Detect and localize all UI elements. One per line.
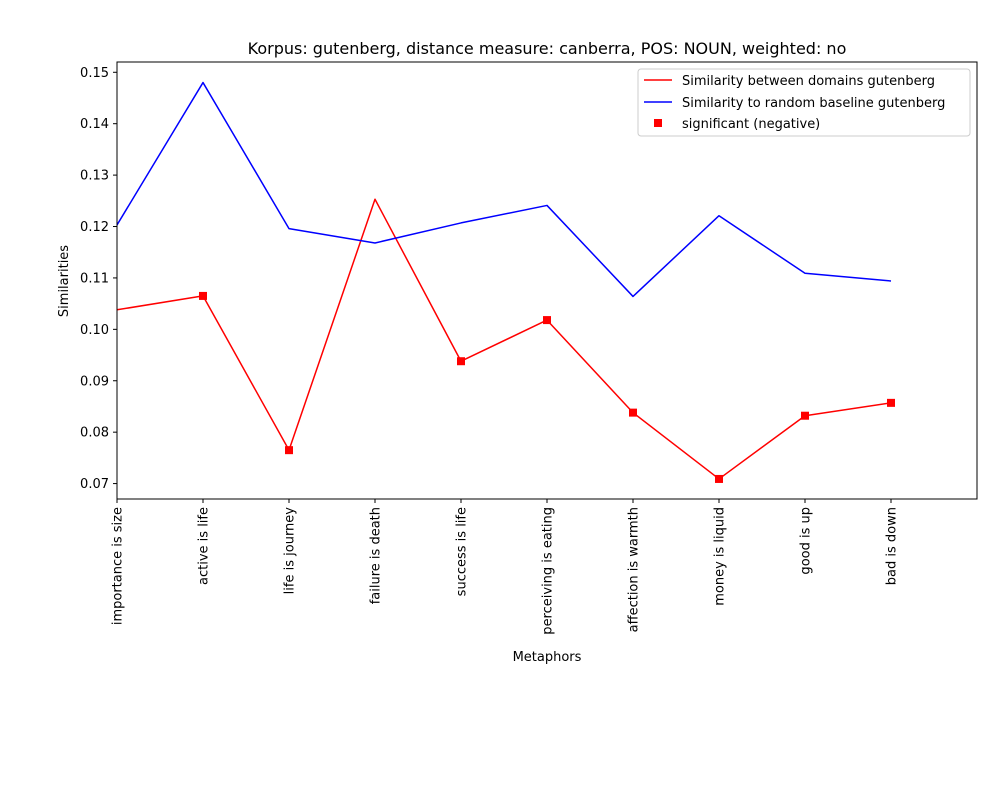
x-tick-label-2: active is life — [197, 507, 212, 585]
legend-label-random-baseline: Similarity to random baseline gutenberg — [682, 96, 945, 111]
x-tick-label-6: perceiving is eating — [541, 507, 556, 635]
series-line-1 — [117, 198, 892, 480]
significant-marker-5 — [457, 357, 465, 366]
y-tick-label-2: 0.08 — [80, 426, 109, 441]
y-tick-label-9: 0.15 — [80, 66, 109, 81]
legend-swatch-significant — [654, 119, 662, 127]
x-tick-label-3: life is journey — [283, 507, 298, 595]
y-tick-label-6: 0.12 — [80, 220, 109, 235]
chart-title: Korpus: gutenberg, distance measure: can… — [248, 39, 847, 58]
x-tick-label-7: affection is warmth — [627, 507, 642, 632]
y-tick-label-8: 0.14 — [80, 117, 109, 132]
x-axis-label: Metaphors — [513, 650, 582, 665]
significant-marker-2 — [199, 291, 207, 300]
x-tick-label-4: failure is death — [369, 507, 384, 604]
x-tick-label-8: money is liquid — [713, 507, 728, 606]
y-axis-label: Similarities — [57, 245, 72, 317]
significant-marker-6 — [543, 316, 551, 325]
legend-label-between-domains: Similarity between domains gutenberg — [682, 74, 935, 89]
legend: Similarity between domains gutenberg Sim… — [637, 68, 971, 137]
significant-marker-10 — [887, 398, 895, 407]
x-tick-label-9: good is up — [799, 507, 814, 575]
significant-marker-9 — [801, 411, 809, 420]
legend-label-significant: significant (negative) — [682, 117, 820, 132]
series-line-2 — [117, 81, 892, 298]
y-tick-label-5: 0.11 — [80, 271, 109, 286]
series-lines — [117, 81, 892, 480]
significant-marker-7 — [629, 408, 637, 417]
x-tick-label-5: success is life — [455, 507, 470, 596]
y-tick-label-4: 0.10 — [80, 323, 109, 338]
y-tick-label-1: 0.07 — [80, 477, 109, 492]
y-tick-label-7: 0.13 — [80, 169, 109, 184]
legend-box — [637, 68, 971, 137]
x-tick-label-1: importance is size — [111, 507, 126, 625]
significant-marker-8 — [715, 474, 723, 483]
plot-area — [117, 81, 895, 483]
significant-marker-3 — [285, 446, 293, 455]
axes: 0.07 0.08 0.09 0.10 0.11 0.12 0.13 0.14 0.15 impo… — [80, 61, 978, 635]
x-tick-label-10: bad is down — [885, 507, 900, 585]
y-tick-label-3: 0.09 — [80, 374, 109, 389]
